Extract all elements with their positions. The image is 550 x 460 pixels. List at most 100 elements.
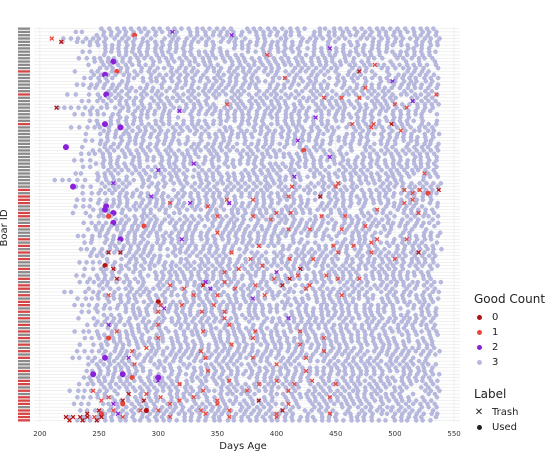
data-point: [321, 88, 326, 94]
data-point: [288, 204, 294, 209]
data-point: [358, 72, 364, 77]
data-point: [177, 217, 183, 222]
data-point: [237, 306, 242, 311]
data-point: [278, 167, 283, 173]
data-point: [116, 269, 122, 275]
data-point: [388, 210, 393, 216]
data-point: [234, 299, 239, 305]
data-point: [355, 42, 361, 48]
data-point: [345, 72, 351, 77]
data-point: [353, 171, 359, 176]
data-point: [391, 32, 396, 38]
data-point: [312, 184, 317, 189]
data-point: [85, 227, 91, 232]
data-point: [426, 214, 431, 219]
data-point: [378, 240, 383, 245]
data-point: [72, 69, 78, 74]
y-tick-labels: [18, 27, 30, 422]
data-point: [275, 293, 280, 298]
data-point: [242, 266, 247, 272]
data-point: [384, 118, 390, 124]
data-point: [254, 184, 259, 189]
data-point: [249, 95, 255, 101]
data-point: [121, 279, 127, 285]
data-point: [328, 102, 333, 107]
data-point: [412, 319, 418, 324]
data-point: [312, 319, 318, 324]
data-point: [93, 322, 98, 328]
data-point: [373, 125, 378, 130]
data-point: [288, 302, 294, 308]
data-point: [384, 233, 390, 239]
data-point: [332, 39, 338, 45]
data-point: [321, 79, 327, 84]
data-point: [82, 177, 88, 183]
data-point: [213, 299, 219, 305]
data-point: [265, 72, 271, 77]
data-point: [287, 85, 293, 91]
data-point: [409, 72, 414, 77]
data-point: [100, 286, 106, 291]
data-point: [110, 75, 115, 81]
data-point: [232, 69, 237, 74]
data-point: [202, 49, 208, 54]
data-point: [188, 98, 193, 104]
data-point: [138, 52, 144, 58]
data-point: [123, 309, 129, 314]
data-point: [242, 141, 247, 147]
data-point: [243, 187, 249, 193]
data-point: [409, 88, 414, 94]
data-point: [105, 79, 110, 84]
data-point: [260, 214, 265, 219]
data-point: [311, 164, 317, 170]
data-point: [267, 144, 273, 150]
data-point: [146, 319, 152, 324]
data-point: [190, 250, 195, 255]
data-point: [73, 92, 79, 97]
y-tick-label: [18, 37, 30, 40]
data-point: [219, 283, 225, 288]
data-point: [319, 121, 325, 127]
data-point: [148, 36, 154, 41]
data-point: [77, 279, 82, 285]
data-point: [403, 151, 408, 156]
data-point: [185, 266, 190, 272]
data-point: [406, 339, 412, 344]
data-point: [325, 312, 331, 318]
data-point: [194, 253, 200, 259]
data-point: [207, 167, 212, 173]
data-point: [261, 312, 266, 318]
data-point: [117, 319, 122, 324]
trash-marker-stroke: [372, 62, 378, 68]
data-point: [139, 184, 145, 189]
data-point: [423, 95, 428, 101]
data-point: [161, 65, 167, 71]
data-point: [349, 339, 355, 344]
data-point: [212, 75, 217, 81]
data-point: [136, 62, 142, 68]
data-point: [123, 263, 129, 268]
data-point: [107, 286, 113, 291]
data-point: [226, 39, 231, 45]
data-point: [363, 69, 368, 74]
data-point: [205, 95, 211, 101]
y-tick-label: [18, 43, 30, 47]
data-point: [393, 250, 399, 255]
data-point: [204, 102, 210, 107]
data-point: [372, 72, 378, 77]
data-point: [211, 319, 217, 324]
data-point: [329, 181, 335, 186]
data-point: [250, 187, 256, 193]
y-tick-label: [18, 93, 30, 96]
data-point: [338, 161, 343, 166]
data-point: [378, 79, 384, 84]
data-point: [300, 299, 306, 305]
data-point: [241, 348, 247, 354]
data-point: [359, 88, 364, 94]
data-point: [349, 348, 354, 354]
data-point: [177, 65, 182, 71]
data-point: [404, 214, 410, 219]
data-point: [426, 98, 431, 104]
data-point: [410, 279, 415, 285]
data-point: [399, 42, 404, 48]
